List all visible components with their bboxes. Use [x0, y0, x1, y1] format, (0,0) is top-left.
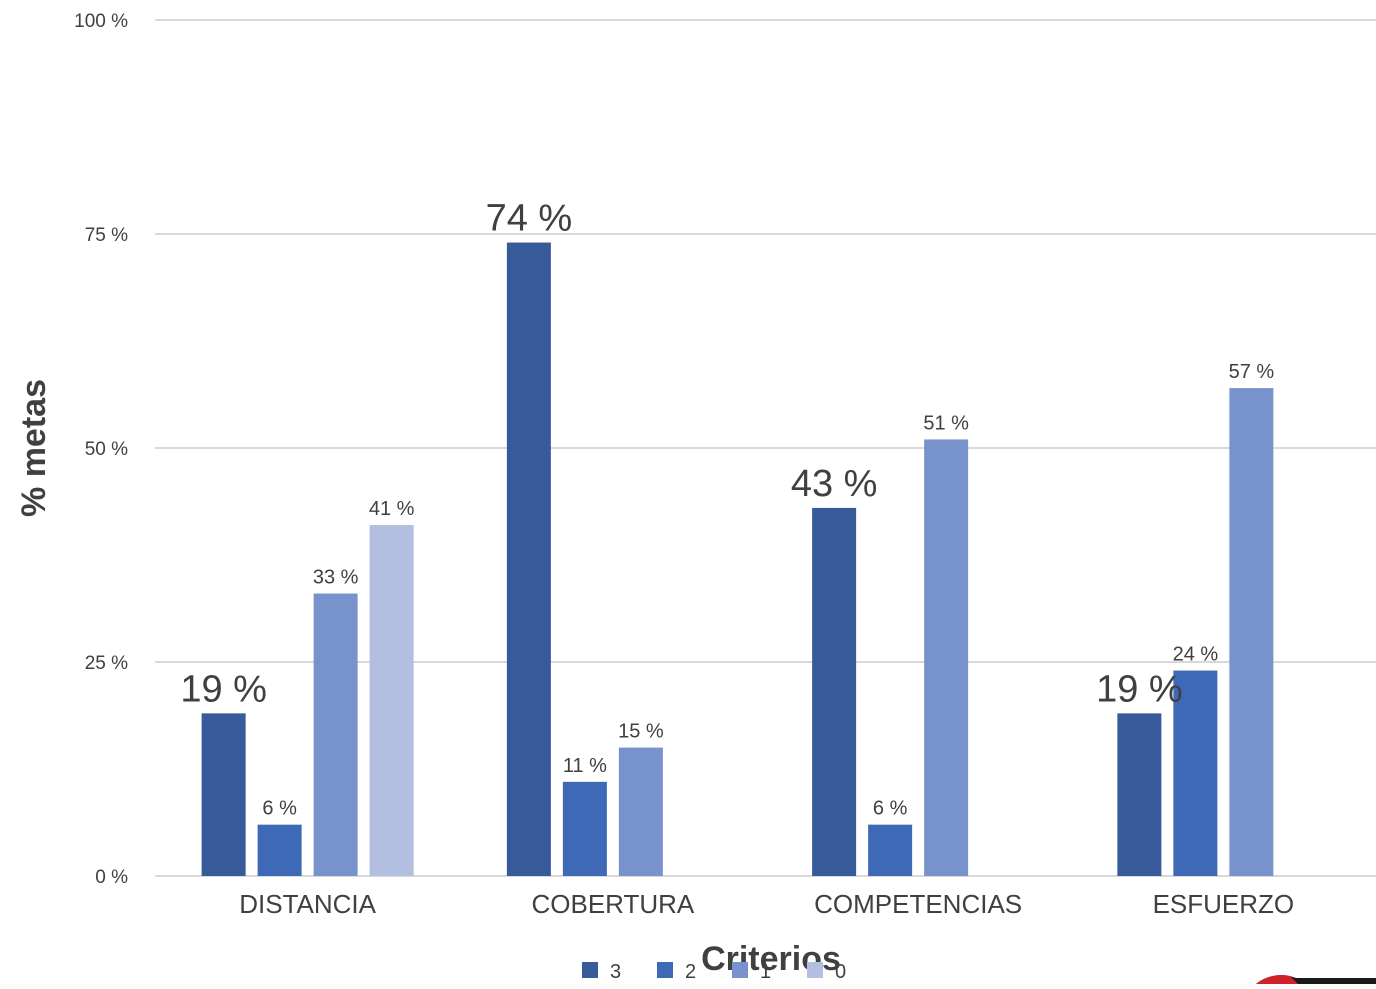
bar-series-3 [812, 507, 857, 876]
x-tick-label: DISTANCIA [239, 889, 376, 919]
data-label: 41 % [369, 498, 415, 520]
x-tick-label: COBERTURA [531, 889, 694, 919]
bar-series-3 [201, 713, 246, 876]
legend-swatch [807, 962, 823, 978]
bar-series-2 [868, 824, 913, 876]
bar-series-1 [618, 747, 663, 876]
data-label: 24 % [1173, 644, 1219, 666]
y-tick-label: 50 % [85, 439, 128, 460]
bar-series-2 [1173, 670, 1218, 876]
bar-series-3 [1117, 713, 1162, 876]
data-label: 51 % [923, 412, 969, 434]
x-tick-label: ESFUERZO [1153, 889, 1295, 919]
y-axis-ticks: 0 % 25 % 50 % 75 % 100 % [74, 11, 128, 888]
y-tick-label: 25 % [85, 653, 128, 674]
bar-series-3 [506, 242, 551, 876]
data-label: 6 % [262, 798, 297, 820]
legend-label: 0 [835, 961, 846, 983]
bar-series-1 [313, 593, 358, 876]
bar-series-1 [924, 439, 969, 876]
data-label: 33 % [313, 567, 359, 589]
bars [201, 242, 1274, 876]
x-tick-label: COMPETENCIAS [814, 889, 1022, 919]
data-label: 11 % [563, 755, 607, 777]
bar-series-1 [1229, 388, 1274, 876]
y-tick-label: 75 % [85, 225, 128, 246]
legend-swatch [582, 962, 598, 978]
data-label: 19 % [1096, 668, 1183, 710]
y-tick-label: 100 % [74, 11, 128, 32]
legend-label: 3 [610, 961, 621, 983]
data-labels: 19 % 6 % 33 % 41 % 74 % 11 % 15 % 43 % 6 % 51 % 19… [180, 198, 1274, 820]
y-axis-title: % metas [15, 379, 53, 517]
data-label: 15 % [618, 721, 664, 743]
legend-swatch [732, 962, 748, 978]
data-label: 57 % [1229, 361, 1275, 383]
legend-swatch [657, 962, 673, 978]
data-label: 74 % [486, 198, 573, 240]
data-label: 6 % [873, 798, 908, 820]
data-label: 43 % [791, 463, 878, 505]
corner-decoration [1256, 975, 1376, 984]
legend: 3 2 1 0 [582, 961, 846, 983]
y-tick-label: 0 % [95, 867, 128, 888]
x-axis-categories: DISTANCIA COBERTURA COMPETENCIAS ESFUERZO [239, 889, 1294, 919]
data-label: 19 % [180, 668, 267, 710]
bar-series-2 [257, 824, 302, 876]
bar-series-0 [369, 525, 414, 876]
legend-label: 1 [760, 961, 771, 983]
legend-label: 2 [685, 961, 696, 983]
bar-series-2 [562, 781, 607, 876]
gridlines [155, 19, 1376, 877]
